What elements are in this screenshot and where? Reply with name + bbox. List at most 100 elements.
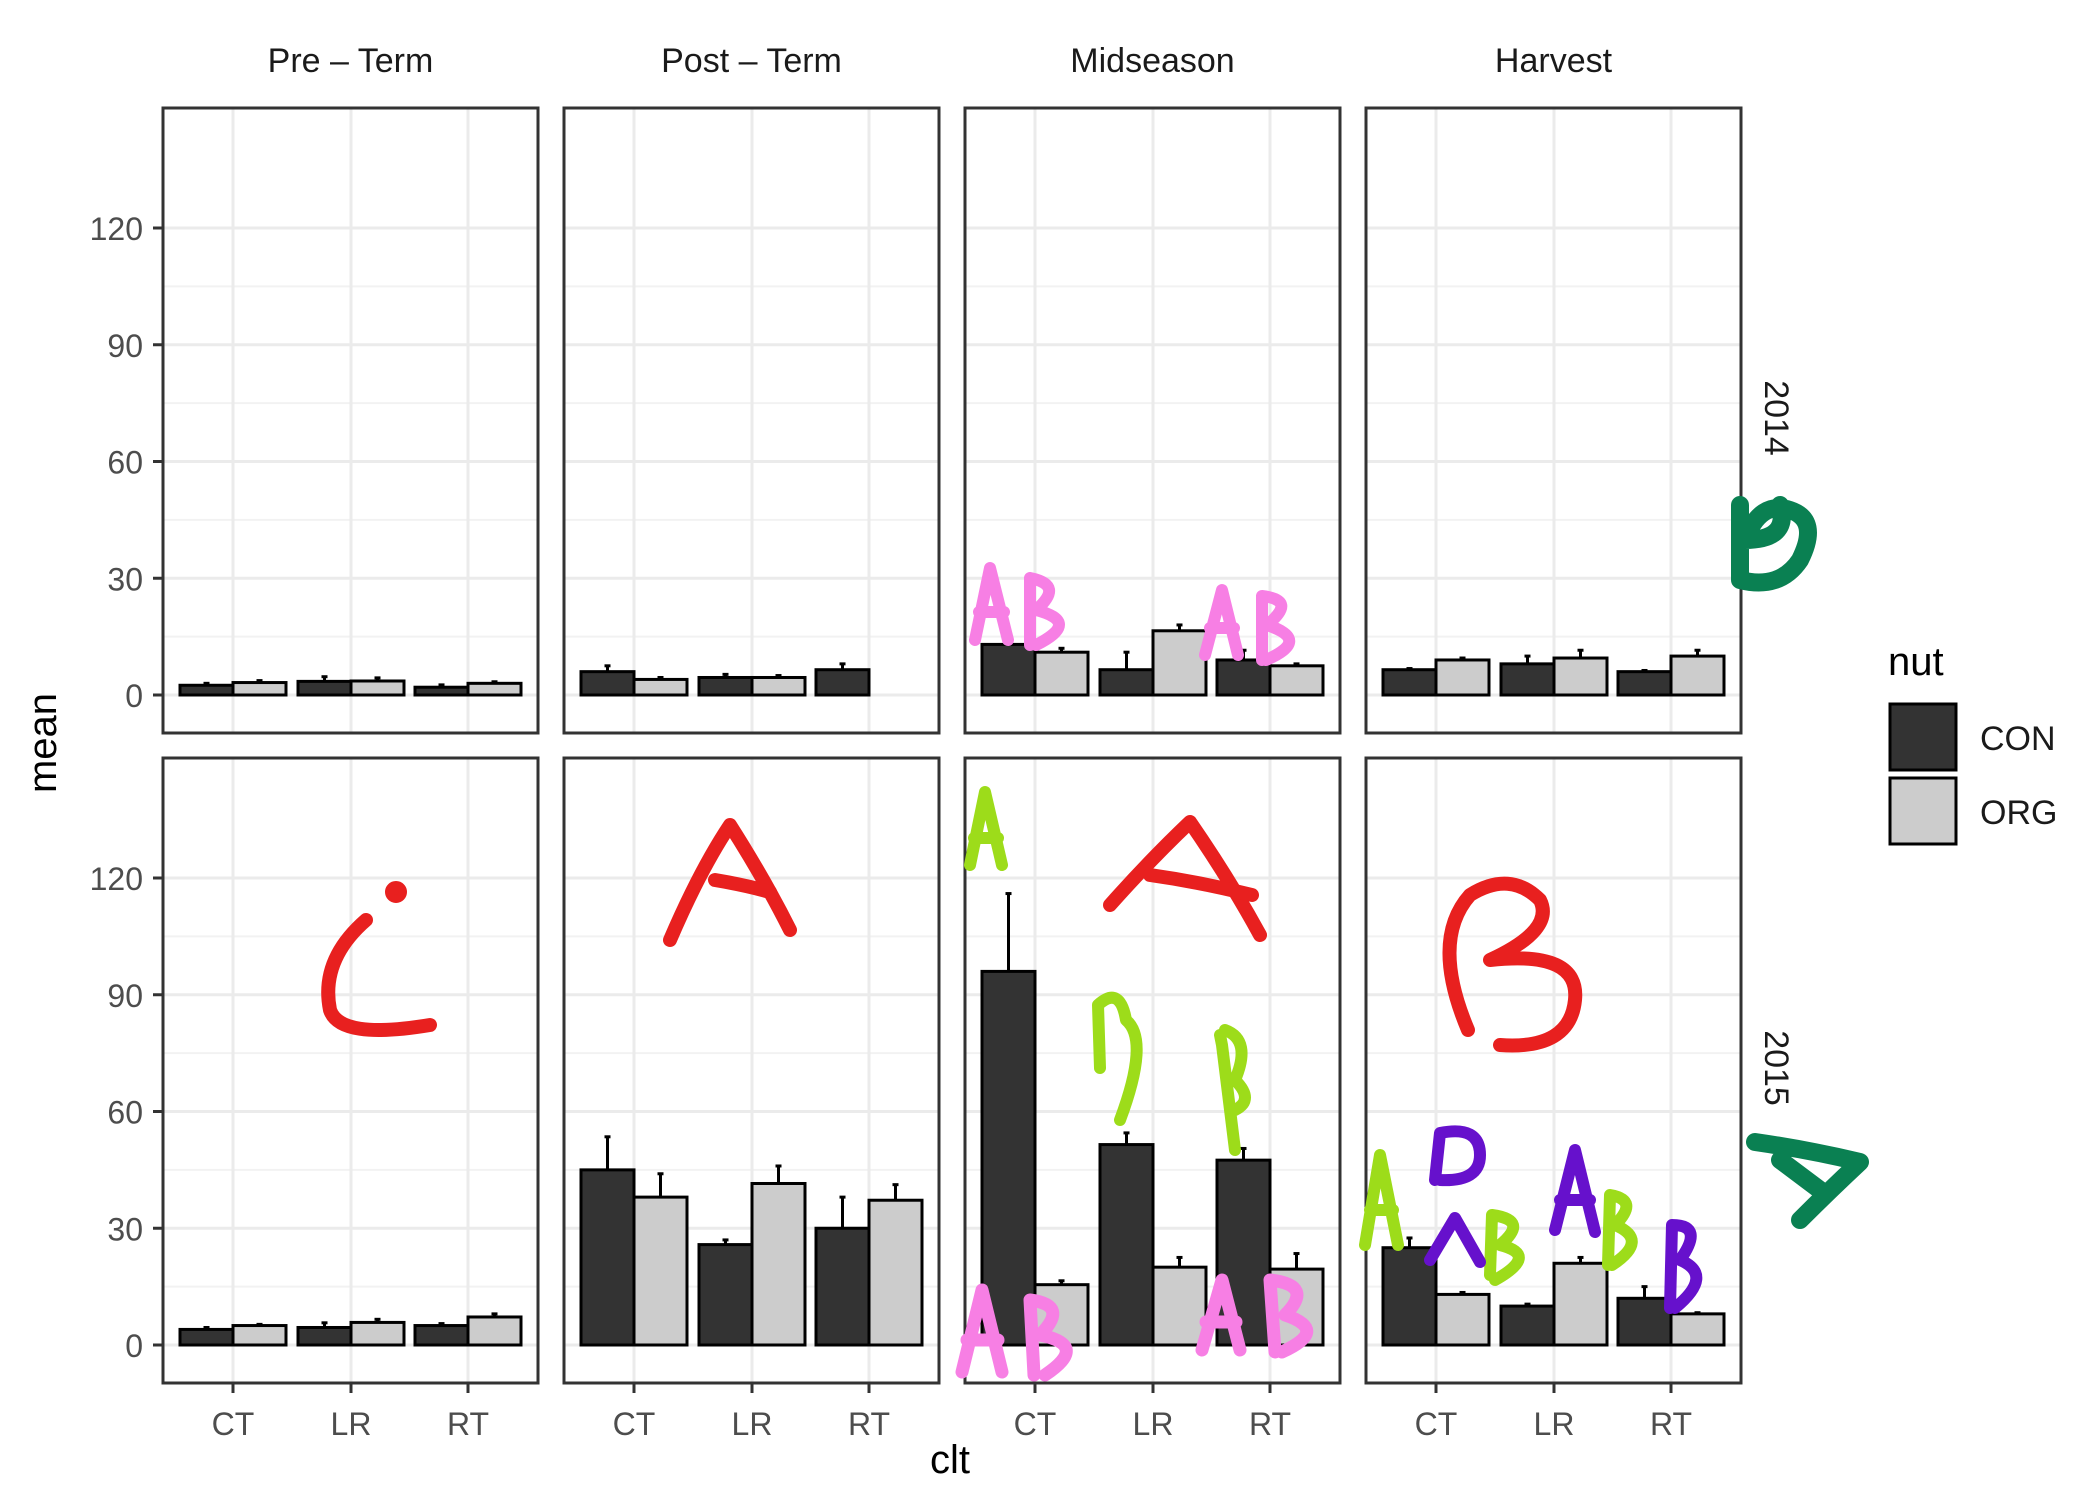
x-tick-label-ct: CT [1415, 1406, 1458, 1442]
y-tick-label: 0 [125, 678, 143, 714]
y-tick-label: 120 [90, 861, 143, 897]
bar-2014-post-term-ct-con [579, 670, 636, 697]
facet-label-2: Midseason [1070, 42, 1234, 80]
handwritten-annotations [321, 496, 1869, 1382]
annotation-purple-a-harvest-ct [1424, 1212, 1486, 1268]
bars [178, 623, 1726, 1347]
x-tick-label-lr: LR [331, 1406, 372, 1442]
bar-2015-pre-term-lr-org [349, 1320, 406, 1347]
bar-2014-midseason-lr-org [1151, 629, 1208, 697]
bar-2015-midseason-ct-con [980, 969, 1037, 1347]
annotation-purple-d-harvest [1429, 1125, 1486, 1187]
facet-row-label-2014: 2014 [1757, 380, 1795, 456]
bar-2014-pre-term-ct-org [231, 681, 288, 697]
panel-frame-2014-midseason [963, 106, 1342, 735]
legend-title: nut [1888, 640, 1944, 684]
x-tick-label-lr: LR [1133, 1406, 1174, 1442]
facet-row-label-2015: 2015 [1757, 1030, 1795, 1106]
annotation-ab-midseason-2014-ct [969, 562, 1065, 651]
annotation-b-harvest-2015 [1442, 876, 1583, 1053]
y-axis-title: mean [21, 693, 65, 793]
bar-2014-harvest-rt-org [1669, 654, 1726, 697]
annotation-green-b-midseason-rt [1214, 1024, 1251, 1156]
x-tick-label-lr: LR [1534, 1406, 1575, 1442]
x-tick-label-ct: CT [1014, 1406, 1057, 1442]
annotation-green-b-harvest-ct [1484, 1209, 1525, 1286]
bar-2015-post-term-lr-org [750, 1181, 807, 1347]
annotation-year-2015-a [1746, 1133, 1869, 1229]
annotation-purple-b-harvest-rt [1664, 1219, 1703, 1314]
y-tick-label: 90 [107, 328, 143, 364]
x-tick-label-ct: CT [613, 1406, 656, 1442]
facet-label-1: Post – Term [661, 42, 842, 80]
bar-2014-harvest-rt-con [1616, 670, 1673, 697]
bar-2015-midseason-lr-con [1098, 1143, 1155, 1347]
bar-2015-midseason-lr-org [1151, 1265, 1208, 1347]
bar-2014-harvest-lr-con [1499, 662, 1556, 697]
x-tick-label-ct: CT [212, 1406, 255, 1442]
bar-2014-midseason-rt-org [1268, 664, 1325, 697]
annotation-green-a-harvest-ct [1359, 1149, 1404, 1251]
bar-2015-pre-term-lr-con [296, 1325, 353, 1347]
bar-2015-harvest-lr-org [1552, 1261, 1609, 1347]
legend: nut CON ORG [1888, 640, 2057, 846]
legend-key-con [1888, 702, 1958, 772]
annotation-ab-midseason-2015-rt [1195, 1273, 1314, 1359]
annotation-ab-midseason-2014-rt [1199, 584, 1296, 666]
bar-2015-harvest-ct-org [1434, 1292, 1491, 1347]
y-tick-label: 30 [107, 561, 143, 597]
legend-key-org [1888, 776, 1958, 846]
x-tick-label-rt: RT [447, 1406, 489, 1442]
y-tick-label: 60 [107, 445, 143, 481]
facet-label-3: Harvest [1495, 42, 1613, 80]
bar-2015-post-term-rt-org [867, 1198, 924, 1347]
panel-frame-2014-post-term [562, 106, 941, 735]
bar-2015-pre-term-ct-con [178, 1327, 235, 1347]
annotation-green-b-midseason-lr [1092, 991, 1143, 1126]
x-tick-label-rt: RT [1650, 1406, 1692, 1442]
bar-2015-pre-term-rt-org [466, 1315, 523, 1347]
bar-2015-harvest-rt-con [1616, 1296, 1673, 1347]
bar-2014-post-term-lr-org [750, 675, 807, 697]
bar-2014-post-term-ct-org [632, 677, 689, 697]
y-tick-label: 30 [107, 1211, 143, 1247]
annotation-green-b-harvest-rt [1602, 1189, 1638, 1271]
bar-2015-post-term-lr-con [697, 1243, 754, 1347]
bar-2015-pre-term-rt-con [413, 1324, 470, 1347]
x-tick-label-rt: RT [1249, 1406, 1291, 1442]
legend-label-org: ORG [1980, 794, 2057, 832]
bar-2014-pre-term-ct-con [178, 683, 235, 697]
gridlines [163, 108, 1741, 1383]
bar-2015-post-term-rt-con [814, 1226, 871, 1347]
panel-frame-2014-pre-term [161, 106, 540, 735]
bar-2014-midseason-ct-org [1033, 650, 1090, 697]
bar-2015-post-term-ct-con [579, 1168, 636, 1347]
y-tick-label: 120 [90, 211, 143, 247]
bar-2014-midseason-lr-con [1098, 668, 1155, 697]
annotation-year-2014-b [1731, 496, 1817, 592]
bar-2015-post-term-ct-org [632, 1195, 689, 1347]
facet-label-0: Pre – Term [268, 42, 434, 80]
bar-2014-harvest-lr-org [1552, 656, 1609, 697]
legend-label-con: CON [1980, 720, 2056, 758]
bar-2014-pre-term-lr-con [296, 679, 353, 697]
bar-2014-harvest-ct-con [1381, 668, 1438, 697]
bar-2015-harvest-rt-org [1669, 1312, 1726, 1347]
x-tick-label-rt: RT [848, 1406, 890, 1442]
annotation-green-a-midseason-ct [964, 786, 1008, 871]
bar-2014-pre-term-lr-org [349, 679, 406, 697]
bar-2014-midseason-ct-con [980, 642, 1037, 697]
bar-2014-post-term-lr-con [697, 675, 754, 697]
y-tick-label: 60 [107, 1095, 143, 1131]
y-tick-label: 0 [125, 1328, 143, 1364]
bar-2015-pre-term-ct-org [231, 1324, 288, 1347]
axes: Pre – Term Post – Term Midseason Harvest 201… [90, 42, 1795, 1442]
bar-2014-pre-term-rt-con [413, 685, 470, 697]
bar-2015-harvest-lr-con [1499, 1304, 1556, 1347]
bar-2014-harvest-ct-org [1434, 658, 1491, 697]
annotation-a-postterm-2015 [663, 818, 797, 947]
panel-frames [161, 106, 1743, 1385]
annotation-a-midseason-2015 [1103, 815, 1267, 942]
bar-2014-post-term-rt-con [814, 668, 871, 697]
